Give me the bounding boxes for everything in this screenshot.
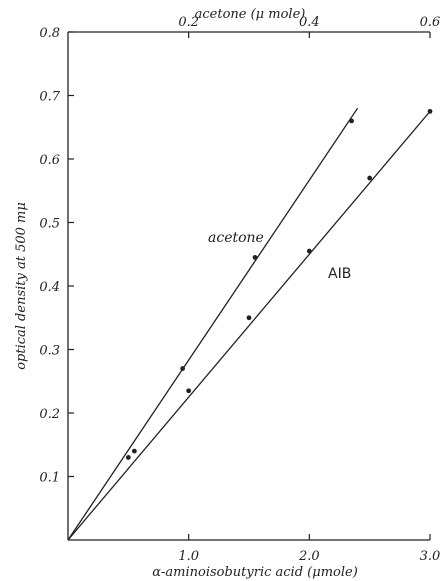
y-tick-label: 0.2: [39, 407, 60, 422]
x2-tick-label: 0.2: [178, 15, 199, 30]
y-tick-label: 0.8: [39, 26, 60, 41]
top-axis-label: acetone (μ mole): [195, 7, 306, 22]
series-line-aib: [67, 110, 431, 541]
y-tick-label: 0.4: [39, 280, 60, 295]
data-point-acetone: [252, 255, 258, 260]
x2-tick-label: 0.4: [299, 15, 320, 30]
y-axis-label: optical density at 500 mμ: [14, 202, 29, 370]
data-point-acetone: [131, 448, 137, 454]
x-tick-label: 2.0: [298, 549, 320, 564]
series-line-acetone: [67, 107, 359, 541]
x-tick-label: 3.0: [420, 549, 441, 564]
y-tick-label: 0.5: [39, 217, 60, 232]
series-label-aib: AIB: [328, 266, 351, 282]
data-point-aib: [186, 388, 192, 394]
tick-group: 0.1 0.2 0.3 0.4 0.5 0.6 0.7 0.8 1.0 2.0 3.0 0.2 0.4 0…: [39, 15, 440, 564]
data-point-aib: [367, 175, 373, 181]
data-point-aib: [246, 315, 252, 321]
data-points: [125, 108, 433, 460]
y-tick-label: 0.7: [39, 90, 60, 105]
data-point-aib: [306, 248, 312, 254]
fit-lines: [67, 107, 431, 541]
data-point-acetone: [349, 118, 354, 124]
x-axis-label: α-aminoisobutyric acid (μmole): [152, 565, 358, 580]
series-label-acetone: acetone: [208, 230, 264, 246]
y-tick-label: 0.6: [39, 153, 60, 168]
x2-tick-label: 0.6: [420, 15, 441, 30]
y-tick-label: 0.1: [39, 471, 60, 486]
data-point-aib: [427, 108, 433, 114]
y-tick-label: 0.3: [39, 344, 60, 359]
data-point-aib: [125, 455, 131, 460]
data-point-acetone: [180, 366, 186, 371]
x-tick-label: 1.0: [178, 549, 199, 564]
